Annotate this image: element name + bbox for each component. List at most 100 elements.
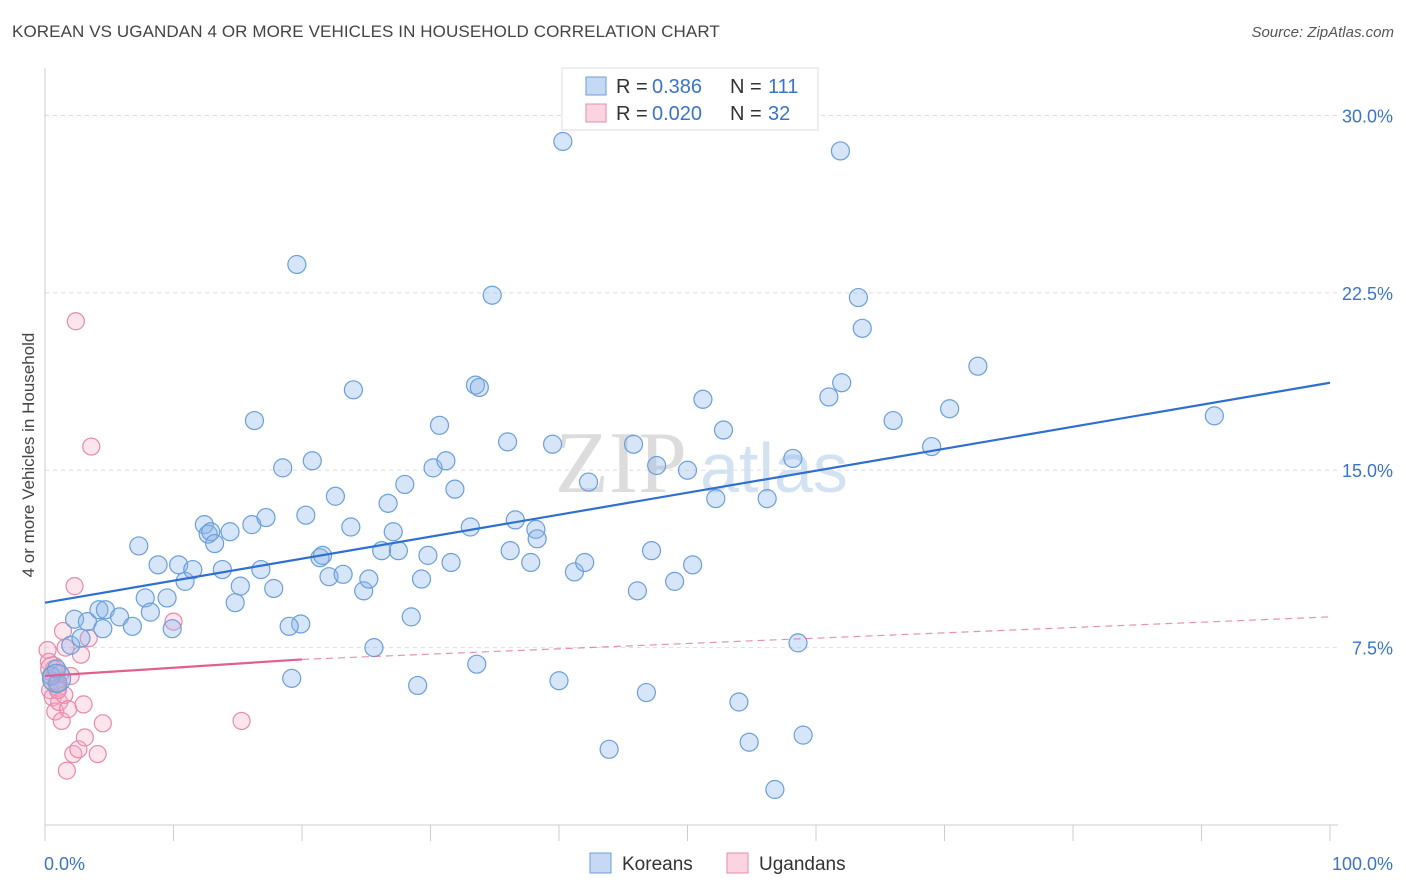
ugandan-point	[52, 711, 71, 731]
series-legend: Koreans Ugandans	[589, 852, 846, 875]
korean-point	[832, 373, 852, 393]
korean-point	[793, 725, 813, 745]
korean-point	[500, 541, 520, 561]
legend-n-label-ugandans: N =	[730, 103, 762, 125]
legend-r-value-koreans: 0.386	[652, 76, 702, 98]
ugandan-point	[93, 714, 112, 733]
y-axis-label: 4 or more Vehicles in Household	[19, 333, 38, 578]
korean-point	[122, 616, 142, 636]
korean-point	[418, 545, 438, 565]
korean-point	[482, 285, 502, 305]
korean-point	[505, 510, 525, 530]
ugandan-point	[232, 711, 251, 731]
korean-point	[148, 555, 168, 575]
korean-point	[343, 380, 363, 400]
trend-lines	[44, 381, 1331, 678]
korean-point	[230, 576, 250, 596]
korean-point	[436, 451, 456, 471]
korean-point	[273, 458, 293, 478]
ugandan-point	[57, 761, 76, 780]
korean-point	[665, 571, 685, 591]
axes: 7.5% 15.0% 22.5% 30.0%	[44, 68, 1393, 841]
korean-point	[198, 524, 218, 544]
korean-point	[623, 434, 644, 454]
korean-trend-line	[44, 381, 1331, 604]
korean-point	[1204, 406, 1224, 426]
korean-point	[359, 569, 379, 589]
korean-point	[729, 692, 749, 712]
legend-r-value-ugandans: 0.020	[652, 103, 702, 125]
korean-point	[220, 522, 240, 542]
korean-point	[627, 581, 647, 601]
korean-point	[296, 505, 316, 525]
korean-point	[445, 479, 465, 499]
ugandan-point	[59, 700, 78, 719]
korean-point	[364, 638, 384, 658]
korean-point	[251, 559, 271, 580]
korean-point	[830, 141, 851, 161]
ugandan-point	[74, 695, 93, 714]
x-tick-label-max: 100.0%	[1332, 854, 1393, 874]
korean-point	[940, 399, 960, 419]
y-tick-label: 7.5%	[1352, 639, 1393, 659]
korean-point	[441, 552, 461, 573]
ugandan-point	[88, 744, 107, 764]
korean-point	[319, 567, 339, 587]
korean-point	[129, 536, 149, 556]
legend-n-value-koreans: 111	[768, 76, 798, 98]
korean-point	[333, 564, 353, 584]
korean-point	[883, 410, 903, 431]
legend-n-label-koreans: N =	[730, 76, 762, 98]
ugandan-point	[66, 312, 85, 331]
korean-point	[162, 619, 182, 639]
watermark-atlas: atlas	[700, 429, 848, 507]
ugandan-point	[164, 612, 183, 631]
ugandan-point	[71, 645, 91, 664]
korean-point	[549, 671, 569, 691]
korean-point	[135, 588, 155, 608]
korean-point	[169, 555, 189, 575]
korean-point	[578, 472, 599, 492]
korean-point	[256, 507, 276, 528]
korean-point	[183, 559, 203, 580]
korean-point	[429, 415, 450, 435]
korean-point	[467, 654, 487, 674]
legend-swatch-ugandans	[585, 103, 607, 123]
korean-point	[383, 522, 403, 542]
korean-point	[109, 607, 130, 627]
korean-point	[783, 448, 803, 469]
korean-point	[852, 318, 872, 338]
y-tick-label: 30.0%	[1342, 106, 1393, 126]
korean-point	[205, 533, 225, 554]
korean-point	[212, 559, 232, 580]
korean-point	[636, 682, 656, 703]
legend-r-label-ugandans: R =	[616, 103, 648, 125]
korean-point	[599, 739, 619, 759]
korean-point	[647, 455, 667, 476]
ugandan-point	[65, 577, 84, 596]
korean-point	[757, 489, 777, 509]
y-tick-label: 22.5%	[1342, 284, 1393, 304]
korean-point	[641, 541, 662, 561]
korean-point	[498, 432, 518, 452]
ugandan-point	[75, 728, 94, 747]
ugandan-point	[69, 740, 88, 759]
korean-point	[395, 474, 415, 495]
korean-point	[279, 616, 299, 636]
legend-swatch-koreans	[585, 76, 607, 96]
korean-point	[788, 633, 808, 653]
korean-point	[408, 675, 428, 696]
legend-r-label-koreans: R =	[616, 76, 648, 98]
korean-point	[341, 517, 361, 537]
ugandan-trend-line	[44, 658, 303, 678]
korean-point	[201, 522, 221, 542]
korean-point	[693, 389, 713, 409]
chart-title: KOREAN VS UGANDAN 4 OR MORE VEHICLES IN …	[12, 22, 720, 41]
korean-point	[264, 578, 284, 599]
korean-point	[677, 460, 698, 480]
x-tick-label-min: 0.0%	[44, 854, 85, 874]
korean-point	[411, 569, 432, 589]
legend-n-value-ugandans: 32	[768, 103, 790, 125]
korean-point	[140, 602, 160, 622]
